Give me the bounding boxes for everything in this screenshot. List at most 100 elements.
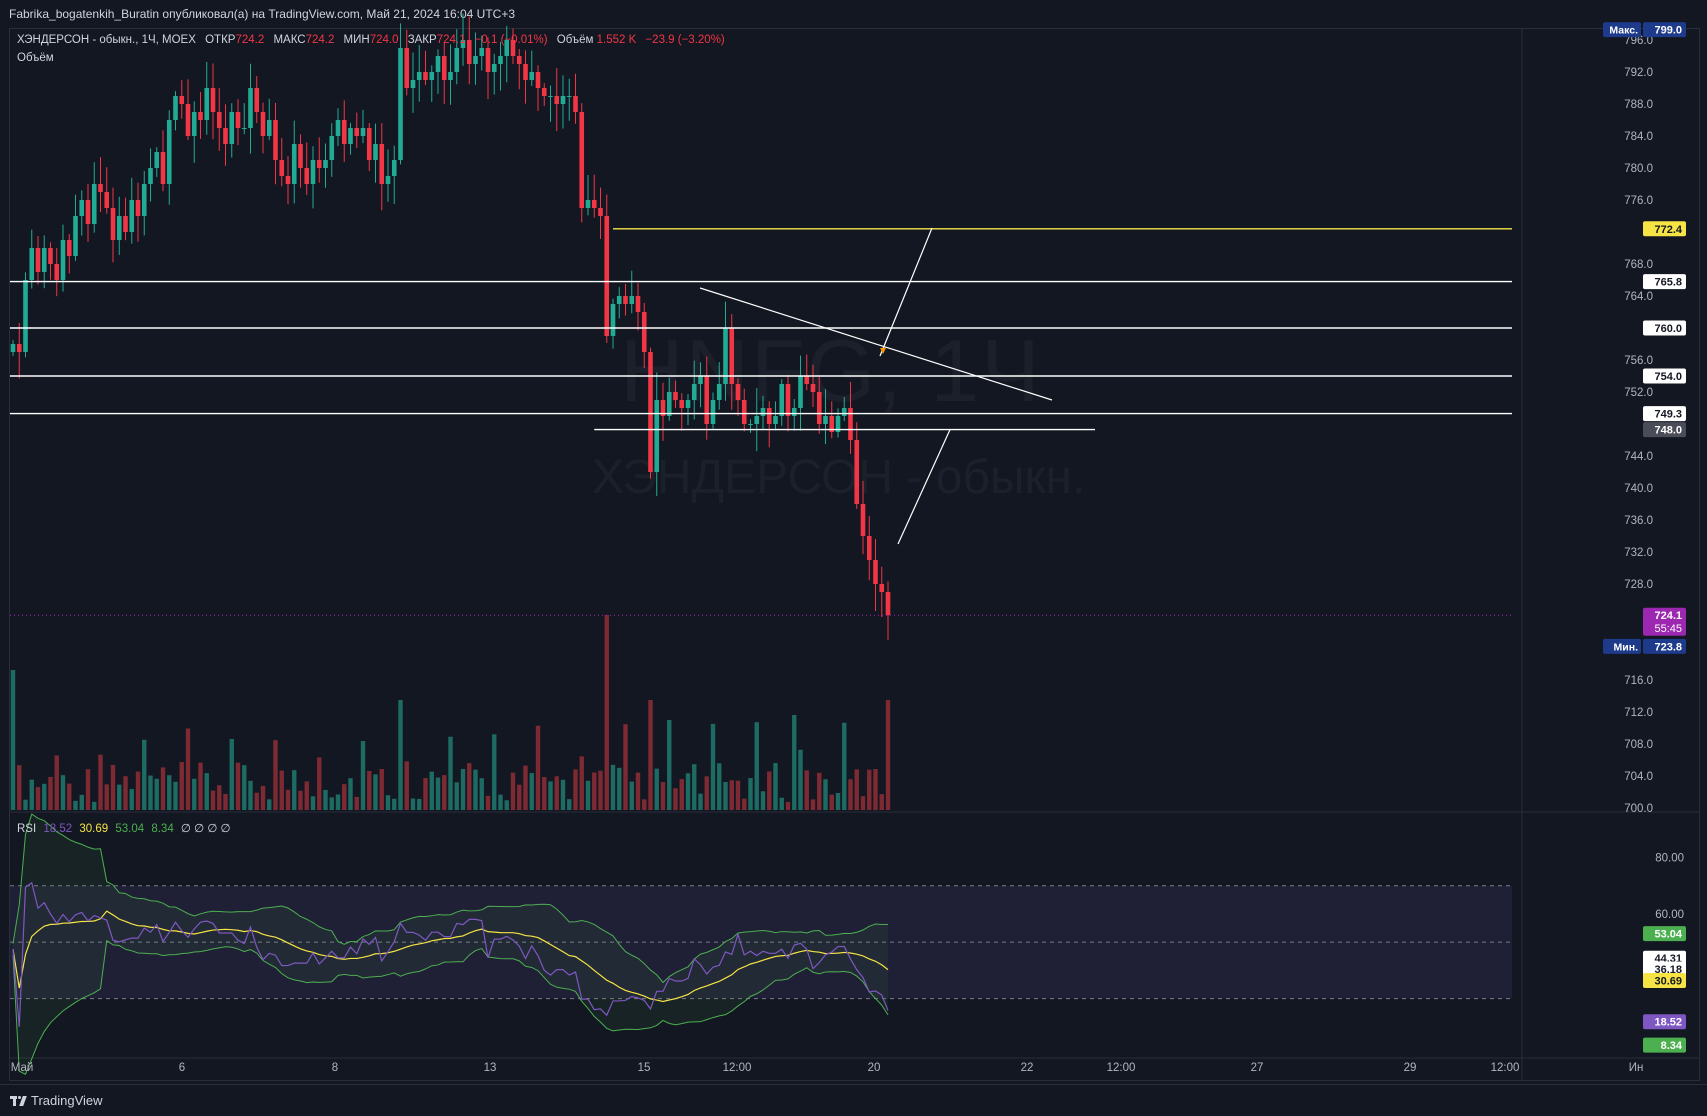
- price-tick-label: 740.0: [1624, 483, 1653, 495]
- candle-body: [848, 408, 853, 440]
- volume-bar: [442, 775, 447, 810]
- legend-open-value: 724.2: [235, 34, 265, 46]
- candle-body: [829, 416, 835, 432]
- volume-bar: [617, 767, 622, 810]
- volume-bar: [342, 784, 347, 810]
- candle-body: [804, 376, 810, 384]
- volume-bar: [879, 794, 884, 810]
- candle-body: [841, 408, 847, 416]
- rsi-axis-badge: [1643, 1014, 1686, 1030]
- volume-bar: [485, 795, 491, 810]
- candle-body: [716, 384, 722, 400]
- volume-bar: [548, 781, 553, 810]
- rsi-axis-badge-text: 8.34: [1661, 1040, 1683, 1052]
- candle-body: [460, 40, 466, 48]
- candle-body: [616, 296, 622, 304]
- volume-bar: [629, 781, 634, 810]
- volume-bar: [160, 767, 166, 810]
- rsi-lower-band: [12, 939, 889, 1075]
- volume-bar: [104, 784, 109, 810]
- volume-bar: [123, 776, 128, 810]
- volume-bar: [60, 775, 66, 810]
- price-axis-badge-text: 723.8: [1654, 641, 1682, 653]
- candle-body: [823, 416, 828, 424]
- price-tick-label: 776.0: [1624, 195, 1653, 207]
- candle-body: [816, 392, 822, 424]
- volume-bar: [429, 771, 434, 810]
- price-tick-label: 700.0: [1624, 803, 1653, 815]
- candle-body: [48, 248, 53, 264]
- volume-bar: [498, 794, 503, 810]
- candle-body: [73, 216, 78, 256]
- volume-bar: [885, 700, 891, 810]
- price-axis-badge-prefix-text: Макс.: [1609, 25, 1638, 37]
- candle-body: [216, 112, 222, 128]
- legend-volume-label: Объём: [556, 34, 594, 46]
- candle-body: [704, 376, 710, 424]
- candle-body: [585, 200, 591, 208]
- candle-body: [110, 208, 116, 240]
- author-header: Fabrika_bogatenkih_Buratin опубликовал(а…: [0, 0, 1707, 28]
- volume-bar: [554, 776, 559, 810]
- volume-bar: [329, 797, 334, 810]
- volume-bar: [129, 789, 134, 810]
- candle-body: [629, 296, 635, 304]
- rsi-line: [12, 881, 889, 1027]
- price-tick-label: 780.0: [1624, 163, 1653, 175]
- price-tick-label: 788.0: [1624, 99, 1653, 111]
- volume-bar: [479, 778, 484, 810]
- candle-body: [29, 248, 35, 280]
- volume-bar: [860, 796, 866, 810]
- candle-body: [604, 216, 610, 336]
- price-axis-badge: [1643, 221, 1686, 237]
- candle-body: [885, 592, 891, 616]
- candle-body: [485, 48, 491, 72]
- price-tick-label: 796.0: [1624, 35, 1653, 47]
- candle-body: [548, 96, 553, 97]
- candle-body: [679, 400, 685, 408]
- volume-bar: [823, 779, 828, 810]
- candle-body: [248, 88, 253, 128]
- tradingview-logo[interactable]: TradingView: [10, 1093, 103, 1108]
- volume-bar: [473, 769, 478, 810]
- candle-body: [341, 120, 347, 144]
- price-chart[interactable]: 796.0 792.0 788.0 784.0 780.0 776.0 768.0 764.0…: [0, 0, 1707, 1084]
- volume-bar: [135, 771, 141, 810]
- volume-bar: [760, 791, 766, 810]
- candle-body: [648, 352, 653, 472]
- volume-bar: [35, 787, 41, 810]
- price-axis-badge: [1643, 406, 1686, 422]
- candle-body: [798, 376, 803, 408]
- price-tick-label: 728.0: [1624, 579, 1653, 591]
- candle-body: [623, 296, 628, 304]
- time-axis-label: 27: [1251, 1062, 1264, 1074]
- main-legend: ХЭНДЕРСОН - обыкн., 1Ч, MOEX ОТКР724.2 М…: [17, 34, 725, 46]
- tradingview-logo-icon: [10, 1095, 27, 1106]
- candle-body: [398, 48, 403, 160]
- time-axis-label: 13: [484, 1062, 497, 1074]
- price-axis-badge: [1643, 22, 1686, 38]
- volume-bar: [117, 784, 122, 810]
- volume-bar: [217, 785, 222, 810]
- legend-close-label: ЗАКР: [407, 34, 437, 46]
- candle-body: [16, 344, 22, 352]
- rsi-extra-values: ∅ ∅ ∅ ∅: [180, 823, 231, 835]
- volume-bar: [392, 798, 397, 810]
- volume-bar: [667, 720, 672, 810]
- candle-body: [473, 56, 478, 64]
- volume-bar: [604, 615, 609, 810]
- volume-bar: [323, 789, 328, 810]
- volume-bar: [379, 768, 384, 810]
- price-tick-label: 716.0: [1624, 675, 1653, 687]
- candle-body: [566, 96, 572, 97]
- candle-body: [185, 104, 191, 136]
- candle-body: [241, 128, 247, 129]
- candle-body: [35, 248, 41, 272]
- rsi-upper-band: [12, 813, 889, 984]
- candle-body: [135, 200, 141, 216]
- candle-body: [85, 200, 91, 224]
- footer-bar: TradingView: [0, 1084, 1707, 1116]
- volume-bar: [810, 799, 816, 810]
- volume-bar: [648, 700, 653, 810]
- volume-bar: [779, 797, 784, 810]
